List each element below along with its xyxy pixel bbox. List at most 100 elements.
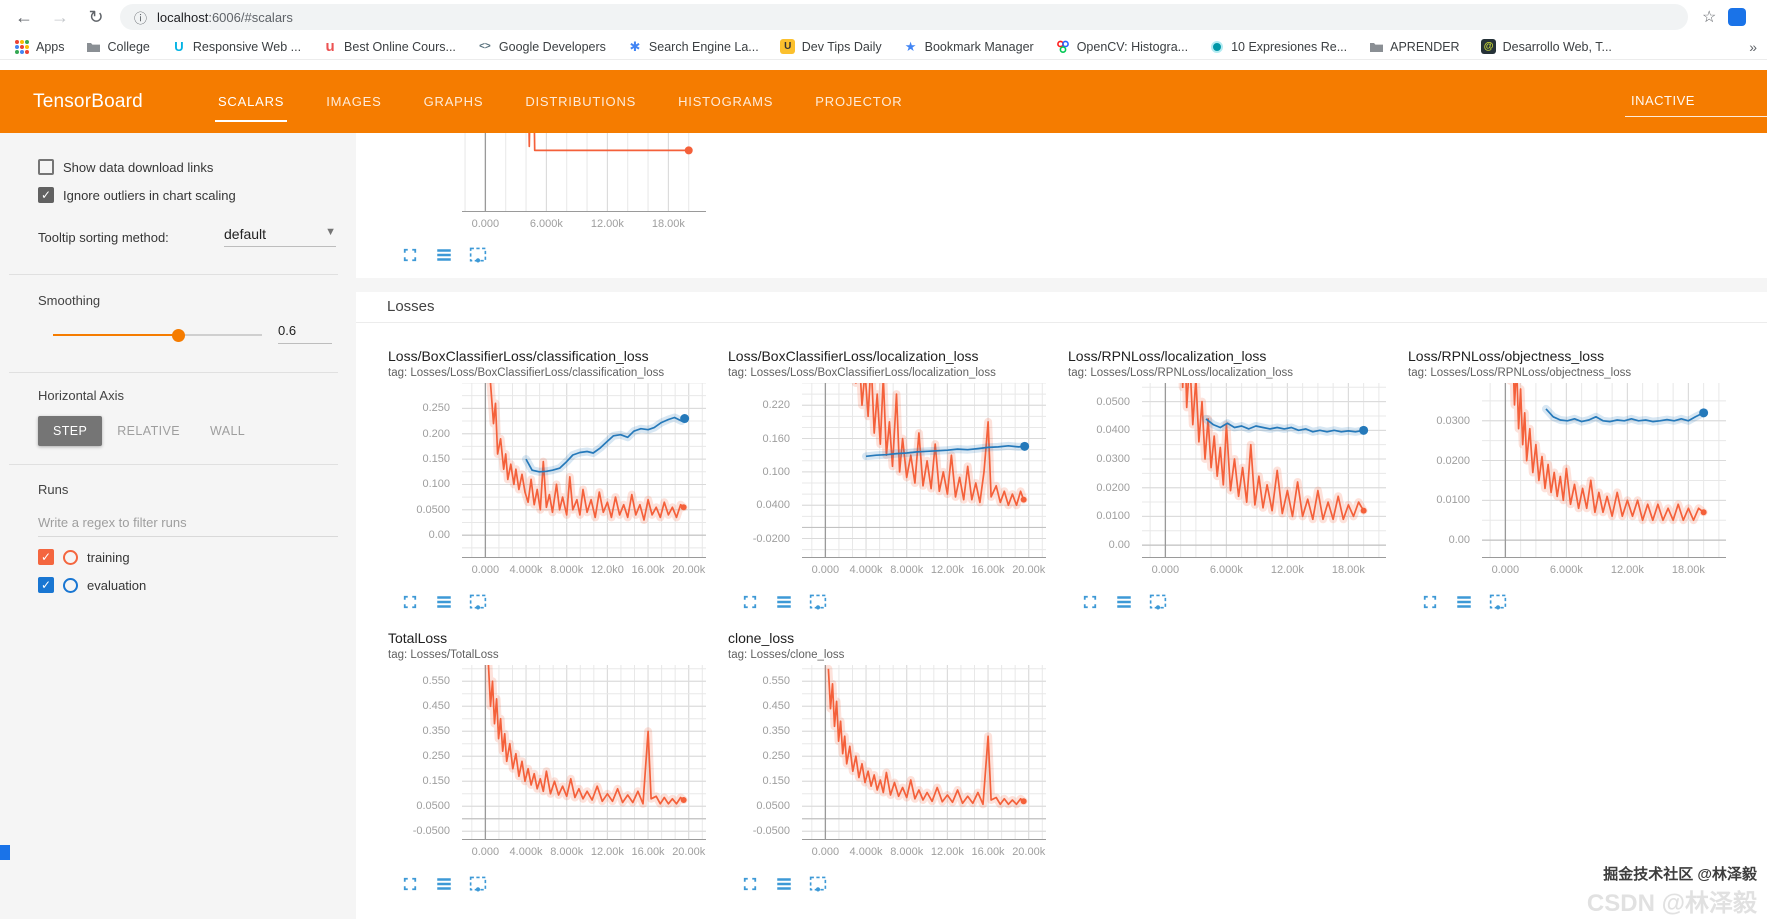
expand-chart-icon[interactable] [398, 872, 422, 896]
chart-plot[interactable] [462, 383, 706, 558]
y-tick-label: 0.350 [422, 725, 450, 738]
relative-button[interactable]: RELATIVE [102, 416, 195, 446]
chart-x-axis: 0.000 6.000k 12.00k 18.00k [1482, 564, 1726, 578]
x-tick-label: 16.00k [971, 846, 1005, 858]
chart-plot[interactable] [462, 665, 706, 840]
bookmark-search-engine-la[interactable]: ✱ Search Engine La... [627, 39, 759, 55]
data-series-icon[interactable] [432, 872, 456, 896]
expand-chart-icon[interactable] [398, 243, 422, 267]
ignore-outliers-checkbox[interactable]: ✓ [38, 187, 54, 203]
bookmark-best-online-cours[interactable]: u Best Online Cours... [322, 38, 455, 55]
fit-domain-icon[interactable] [466, 243, 490, 267]
bookmark-google-developers[interactable]: <> Google Developers [477, 39, 606, 55]
y-tick-label: 0.00 [428, 529, 450, 542]
y-tick-label: 0.550 [762, 675, 790, 688]
run-row-training[interactable]: ✓ training [38, 549, 356, 565]
expand-chart-icon[interactable] [1078, 590, 1102, 614]
tab-images[interactable]: IMAGES [326, 94, 382, 109]
bookmark-responsive-web[interactable]: U Responsive Web ... [171, 39, 301, 55]
bookmark-college[interactable]: College [86, 39, 150, 55]
bookmark-desarrollo-web-t[interactable]: @ Desarrollo Web, T... [1481, 39, 1612, 55]
bookmark-bookmark-manager[interactable]: ★ Bookmark Manager [903, 39, 1034, 55]
show-download-links-checkbox-row[interactable]: Show data download links [38, 159, 356, 175]
show-download-links-label: Show data download links [63, 159, 214, 175]
runs-regex-input[interactable] [38, 513, 338, 537]
data-series-icon[interactable] [772, 590, 796, 614]
chart-row-2: TotalLoss tag: Losses/TotalLoss -0.0500 0.0… [356, 622, 1767, 900]
bookmark-dev-tips-daily[interactable]: U Dev Tips Daily [780, 39, 882, 55]
run-status-dropdown[interactable]: INACTIVE [1625, 87, 1767, 117]
smoothing-slider-thumb[interactable] [172, 329, 185, 342]
bookmark-apps[interactable]: Apps [14, 39, 65, 55]
fit-domain-icon[interactable] [466, 590, 490, 614]
fit-domain-icon[interactable] [806, 590, 830, 614]
reload-icon[interactable]: ↻ [88, 7, 104, 27]
fit-domain-icon[interactable] [806, 872, 830, 896]
back-icon[interactable]: ← [15, 7, 33, 27]
expand-chart-icon[interactable] [738, 590, 762, 614]
ignore-outliers-checkbox-row[interactable]: ✓ Ignore outliers in chart scaling [38, 187, 356, 203]
run-checkbox-evaluation[interactable]: ✓ [38, 577, 54, 593]
main-content: 0.000 6.000k 12.00k 18.00k Losses Loss/BoxC… [356, 133, 1767, 919]
data-series-icon[interactable] [1112, 590, 1136, 614]
chart-row-1: Loss/BoxClassifierLoss/classification_lo… [356, 340, 1767, 622]
y-tick-label: 0.250 [422, 750, 450, 763]
forward-icon[interactable]: → [51, 7, 69, 27]
bookmark-star-icon[interactable]: ☆ [1702, 9, 1717, 26]
expand-chart-icon[interactable] [1418, 590, 1442, 614]
bookmark-label: Apps [36, 39, 65, 54]
data-series-icon[interactable] [432, 590, 456, 614]
losses-section-header[interactable]: Losses [356, 292, 1767, 323]
x-tick-label: 16.00k [631, 846, 665, 858]
x-tick-label: 12.00k [590, 218, 624, 230]
x-tick-label: 8.000k [890, 564, 924, 576]
wall-button[interactable]: WALL [195, 416, 260, 446]
bookmark-label: Search Engine La... [648, 39, 759, 54]
partial-chart-plot[interactable] [462, 133, 706, 212]
tab-graphs[interactable]: GRAPHS [423, 94, 484, 109]
run-row-evaluation[interactable]: ✓ evaluation [38, 577, 356, 593]
tooltip-sorting-row: Tooltip sorting method: default ▼ [38, 226, 356, 247]
smoothing-slider[interactable] [53, 329, 262, 342]
tooltip-sorting-select[interactable]: default ▼ [224, 226, 336, 247]
fit-domain-icon[interactable] [1486, 590, 1510, 614]
y-tick-label: 0.0100 [1096, 510, 1130, 523]
x-tick-label: 12.00k [930, 564, 964, 576]
chart-plot[interactable] [802, 383, 1046, 558]
data-series-icon[interactable] [1452, 590, 1476, 614]
fit-domain-icon[interactable] [466, 872, 490, 896]
chart-card-Loss/RPNLoss/localization_loss: Loss/RPNLoss/localization_loss tag: Losse… [1048, 340, 1388, 622]
star-blue-icon: ★ [904, 38, 917, 54]
y-tick-label: 0.0300 [1436, 414, 1470, 427]
chart-card-Loss/RPNLoss/objectness_loss: Loss/RPNLoss/objectness_loss tag: Losses/… [1388, 340, 1728, 622]
chart-plot[interactable] [1482, 383, 1726, 558]
tab-scalars[interactable]: SCALARS [214, 90, 288, 122]
bookmark-10-expresiones-re[interactable]: 10 Expresiones Re... [1209, 39, 1347, 55]
expand-chart-icon[interactable] [398, 590, 422, 614]
bookmarks-overflow-chevron[interactable]: » [1749, 38, 1757, 55]
bookmark-label: Google Developers [498, 39, 606, 54]
info-icon[interactable]: ⓘ [134, 10, 148, 26]
bookmark-aprender[interactable]: APRENDER [1368, 39, 1460, 55]
tab-histograms[interactable]: HISTOGRAMS [678, 94, 774, 109]
step-button[interactable]: STEP [38, 416, 103, 446]
smoothing-value-input[interactable]: 0.6 [278, 323, 332, 344]
data-series-icon[interactable] [432, 243, 456, 267]
show-download-links-checkbox[interactable] [38, 159, 54, 175]
expand-chart-icon[interactable] [738, 872, 762, 896]
data-series-icon[interactable] [772, 872, 796, 896]
url-bar[interactable]: ⓘ localhost:6006/#scalars [120, 4, 1688, 30]
tab-projector[interactable]: PROJECTOR [815, 94, 903, 109]
bookmark-label: OpenCV: Histogra... [1076, 39, 1189, 54]
chart-plot[interactable] [1142, 383, 1386, 558]
run-checkbox-training[interactable]: ✓ [38, 549, 54, 565]
tab-distributions[interactable]: DISTRIBUTIONS [525, 94, 637, 109]
extension-icon[interactable] [1728, 8, 1747, 26]
run-label: evaluation [87, 577, 147, 593]
fit-domain-icon[interactable] [1146, 590, 1170, 614]
y-tick-label: 0.150 [762, 775, 790, 788]
bookmark-opencv-histogra[interactable]: OpenCV: Histogra... [1055, 39, 1188, 55]
chart-x-axis: 0.000 4.000k 8.000k 12.00k 16.00k 20.00k [802, 564, 1046, 578]
chart-plot[interactable] [802, 665, 1046, 840]
chart-card-clone_loss: clone_loss tag: Losses/clone_loss -0.0500 0… [708, 622, 1048, 900]
